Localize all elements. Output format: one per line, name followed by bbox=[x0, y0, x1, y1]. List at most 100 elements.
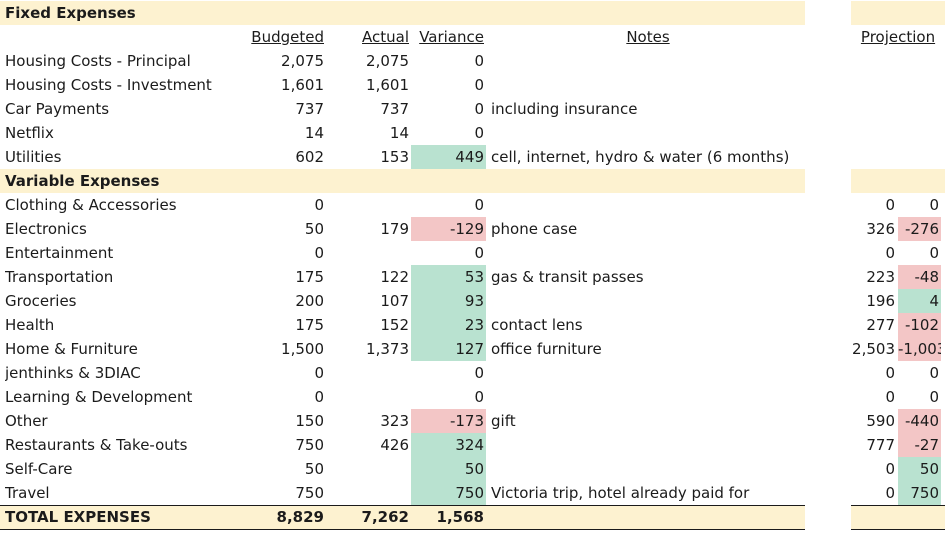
row-label[interactable]: Netflix bbox=[5, 124, 54, 142]
budgeted-cell[interactable]: 0 bbox=[314, 196, 324, 214]
budgeted-cell[interactable]: 200 bbox=[295, 292, 324, 310]
variance-cell[interactable]: 0 bbox=[474, 52, 484, 70]
projection-variance-cell[interactable]: -102 bbox=[898, 313, 941, 337]
notes-cell[interactable] bbox=[491, 361, 805, 385]
budgeted-cell[interactable]: 1,500 bbox=[281, 340, 324, 358]
projection-header[interactable]: Projection bbox=[860, 28, 936, 46]
projection-cell[interactable]: 777 bbox=[866, 436, 895, 454]
projection-variance-cell[interactable]: 0 bbox=[929, 388, 939, 406]
row-label[interactable]: jenthinks & 3DIAC bbox=[5, 364, 141, 382]
projection-cell[interactable]: 0 bbox=[885, 364, 895, 382]
actual-cell[interactable]: 107 bbox=[380, 292, 409, 310]
variance-cell[interactable]: -173 bbox=[411, 409, 486, 433]
actual-cell[interactable]: 179 bbox=[380, 220, 409, 238]
budgeted-cell[interactable]: 50 bbox=[304, 460, 324, 478]
variance-cell[interactable]: 0 bbox=[474, 76, 484, 94]
variance-cell[interactable]: 23 bbox=[411, 313, 486, 337]
projection-cell[interactable]: 0 bbox=[885, 196, 895, 214]
actual-cell[interactable] bbox=[328, 361, 409, 385]
actual-cell[interactable] bbox=[328, 193, 409, 217]
projection-cell[interactable]: 326 bbox=[866, 220, 895, 238]
notes-cell[interactable]: gas & transit passes bbox=[491, 268, 644, 286]
variance-cell[interactable]: 53 bbox=[411, 265, 486, 289]
row-label[interactable]: Electronics bbox=[5, 220, 87, 238]
variable-expenses-title[interactable]: Variable Expenses bbox=[5, 172, 160, 190]
row-label[interactable]: Housing Costs - Principal bbox=[5, 52, 191, 70]
variance-cell[interactable]: 50 bbox=[411, 457, 486, 481]
notes-cell[interactable]: cell, internet, hydro & water (6 months) bbox=[491, 148, 790, 166]
budgeted-header[interactable]: Budgeted bbox=[251, 28, 324, 46]
projection-cell[interactable]: 0 bbox=[885, 460, 895, 478]
budgeted-cell[interactable]: 602 bbox=[295, 148, 324, 166]
budgeted-cell[interactable]: 0 bbox=[314, 244, 324, 262]
projection-variance-cell[interactable]: 0 bbox=[929, 364, 939, 382]
actual-cell[interactable]: 1,373 bbox=[366, 340, 409, 358]
projection-variance-cell[interactable]: 0 bbox=[929, 244, 939, 262]
budgeted-cell[interactable]: 2,075 bbox=[281, 52, 324, 70]
variance-cell[interactable]: -129 bbox=[411, 217, 486, 241]
notes-cell[interactable] bbox=[491, 433, 805, 457]
row-label[interactable]: Clothing & Accessories bbox=[5, 196, 177, 214]
budgeted-cell[interactable]: 0 bbox=[314, 364, 324, 382]
budgeted-cell[interactable]: 0 bbox=[314, 388, 324, 406]
notes-cell[interactable]: Victoria trip, hotel already paid for bbox=[491, 484, 750, 502]
variance-cell[interactable]: 0 bbox=[474, 196, 484, 214]
projection-cell[interactable]: 277 bbox=[866, 316, 895, 334]
total-variance[interactable]: 1,568 bbox=[436, 508, 484, 526]
actual-cell[interactable]: 737 bbox=[380, 100, 409, 118]
notes-cell[interactable]: including insurance bbox=[491, 100, 638, 118]
variance-header[interactable]: Variance bbox=[419, 28, 484, 46]
actual-cell[interactable] bbox=[328, 241, 409, 265]
actual-cell[interactable]: 152 bbox=[380, 316, 409, 334]
variance-cell[interactable]: 449 bbox=[411, 145, 486, 169]
row-label[interactable]: Health bbox=[5, 316, 55, 334]
budgeted-cell[interactable]: 175 bbox=[295, 268, 324, 286]
budgeted-cell[interactable]: 175 bbox=[295, 316, 324, 334]
variance-cell[interactable]: 0 bbox=[474, 100, 484, 118]
actual-cell[interactable]: 2,075 bbox=[366, 52, 409, 70]
actual-cell[interactable] bbox=[328, 385, 409, 409]
row-label[interactable]: Groceries bbox=[5, 292, 77, 310]
projection-cell[interactable]: 2,503 bbox=[852, 340, 895, 358]
total-actual[interactable]: 7,262 bbox=[361, 508, 409, 526]
notes-cell[interactable]: contact lens bbox=[491, 316, 583, 334]
row-label[interactable]: Car Payments bbox=[5, 100, 110, 118]
notes-cell[interactable] bbox=[491, 241, 805, 265]
row-label[interactable]: Utilities bbox=[5, 148, 62, 166]
row-label[interactable]: Home & Furniture bbox=[5, 340, 138, 358]
notes-cell[interactable]: gift bbox=[491, 412, 516, 430]
row-label[interactable]: Travel bbox=[5, 484, 50, 502]
actual-cell[interactable]: 1,601 bbox=[366, 76, 409, 94]
actual-cell[interactable]: 426 bbox=[380, 436, 409, 454]
actual-cell[interactable] bbox=[328, 457, 409, 481]
actual-cell[interactable]: 14 bbox=[389, 124, 409, 142]
notes-cell[interactable] bbox=[491, 121, 805, 145]
actual-header[interactable]: Actual bbox=[362, 28, 409, 46]
projection-variance-cell[interactable]: 50 bbox=[898, 457, 941, 481]
actual-cell[interactable]: 122 bbox=[380, 268, 409, 286]
fixed-expenses-title[interactable]: Fixed Expenses bbox=[5, 4, 136, 22]
variance-cell[interactable]: 324 bbox=[411, 433, 486, 457]
budgeted-cell[interactable]: 1,601 bbox=[281, 76, 324, 94]
projection-cell[interactable]: 223 bbox=[866, 268, 895, 286]
row-label[interactable]: Housing Costs - Investment bbox=[5, 76, 212, 94]
projection-cell[interactable]: 0 bbox=[885, 244, 895, 262]
projection-cell[interactable]: 196 bbox=[866, 292, 895, 310]
notes-cell[interactable] bbox=[491, 193, 805, 217]
notes-cell[interactable]: office furniture bbox=[491, 340, 602, 358]
notes-cell[interactable] bbox=[491, 385, 805, 409]
projection-cell[interactable]: 590 bbox=[866, 412, 895, 430]
variance-cell[interactable]: 0 bbox=[474, 124, 484, 142]
row-label[interactable]: Entertainment bbox=[5, 244, 114, 262]
projection-variance-cell[interactable]: 4 bbox=[898, 289, 941, 313]
variance-cell[interactable]: 127 bbox=[411, 337, 486, 361]
notes-cell[interactable] bbox=[491, 289, 805, 313]
row-label[interactable]: Restaurants & Take-outs bbox=[5, 436, 188, 454]
projection-cell[interactable]: 0 bbox=[885, 484, 895, 502]
row-label[interactable]: Self-Care bbox=[5, 460, 73, 478]
projection-variance-cell[interactable]: -1,003 bbox=[898, 337, 941, 361]
budgeted-cell[interactable]: 737 bbox=[295, 100, 324, 118]
row-label[interactable]: Transportation bbox=[5, 268, 114, 286]
budgeted-cell[interactable]: 750 bbox=[295, 436, 324, 454]
notes-cell[interactable] bbox=[491, 49, 805, 73]
